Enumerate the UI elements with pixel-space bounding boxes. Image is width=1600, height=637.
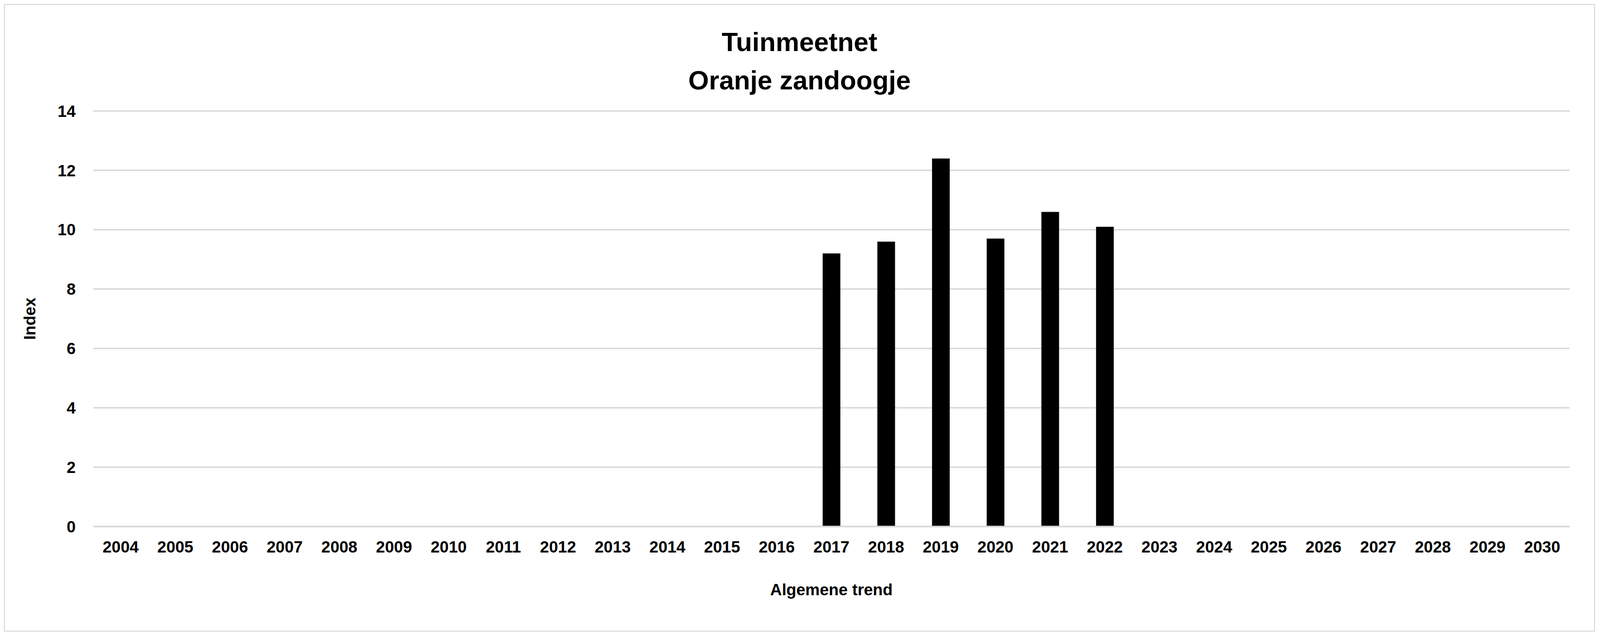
svg-text:2025: 2025 <box>1250 537 1287 556</box>
svg-text:2029: 2029 <box>1469 537 1506 556</box>
svg-text:2018: 2018 <box>868 537 905 556</box>
html-text:Oranje zandoogje: Oranje zandoogje <box>688 65 911 95</box>
svg-text:2016: 2016 <box>758 537 795 556</box>
svg-text:2028: 2028 <box>1414 537 1451 556</box>
svg-text:2015: 2015 <box>704 537 741 556</box>
svg-text:12: 12 <box>57 161 76 180</box>
svg-text:2008: 2008 <box>321 537 358 556</box>
svg-text:2021: 2021 <box>1032 537 1069 556</box>
svg-text:2: 2 <box>66 458 76 477</box>
svg-text:2027: 2027 <box>1360 537 1397 556</box>
svg-text:10: 10 <box>57 220 76 239</box>
svg-text:2009: 2009 <box>376 537 413 556</box>
svg-text:2022: 2022 <box>1086 537 1123 556</box>
svg-text:8: 8 <box>66 279 76 299</box>
svg-text:2023: 2023 <box>1141 537 1178 556</box>
svg-text:0: 0 <box>66 517 76 536</box>
svg-text:2006: 2006 <box>212 537 249 556</box>
svg-text:14: 14 <box>57 102 76 121</box>
svg-text:2007: 2007 <box>266 537 303 556</box>
svg-text:2019: 2019 <box>922 537 959 556</box>
svg-text:2014: 2014 <box>649 537 686 556</box>
svg-text:2010: 2010 <box>430 537 467 556</box>
svg-text:6: 6 <box>66 339 76 358</box>
svg-text:2011: 2011 <box>485 537 522 556</box>
svg-text:2020: 2020 <box>977 537 1014 556</box>
svg-text:4: 4 <box>66 398 77 417</box>
svg-text:2030: 2030 <box>1524 537 1561 556</box>
svg-text:Index: Index <box>20 297 39 340</box>
svg-text:2024: 2024 <box>1196 537 1233 556</box>
svg-text:2005: 2005 <box>157 537 194 556</box>
svg-text:2012: 2012 <box>540 537 577 556</box>
svg-text:2026: 2026 <box>1305 537 1342 556</box>
html-text:Tuinmeetnet: Tuinmeetnet <box>721 27 878 57</box>
svg-text:Algemene trend: Algemene trend <box>770 580 893 599</box>
svg-text:2004: 2004 <box>102 537 139 556</box>
svg-text:2013: 2013 <box>594 537 631 556</box>
svg-text:2017: 2017 <box>813 537 850 556</box>
